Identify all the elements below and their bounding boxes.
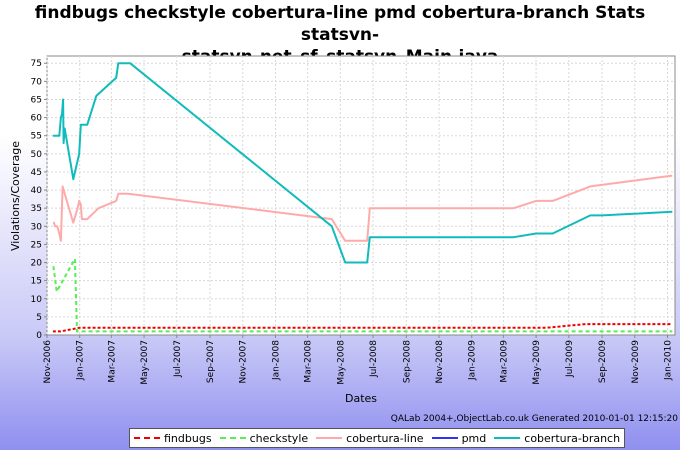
legend-label: cobertura-branch: [524, 431, 621, 445]
x-tick-label: Nov-2009: [631, 340, 641, 384]
y-axis-label: Violations/Coverage: [9, 141, 22, 251]
legend-swatch: [431, 437, 458, 439]
legend-swatch: [494, 437, 521, 439]
legend-swatch: [219, 437, 246, 439]
y-tick-label: 75: [31, 59, 42, 69]
x-tick-label: Mar-2009: [499, 340, 509, 383]
y-tick-label: 40: [31, 186, 43, 196]
series-lines: [52, 62, 673, 333]
y-tick-label: 70: [31, 77, 43, 87]
x-tick-label: Nov-2006: [43, 340, 53, 384]
x-tick-label: Sep-2009: [598, 340, 608, 383]
x-tick-label: Mar-2008: [304, 340, 314, 383]
y-tick-label: 35: [31, 204, 42, 214]
y-tick-label: 20: [31, 259, 43, 269]
y-tick-label: 25: [31, 240, 42, 250]
legend-item-pmd: pmd: [431, 431, 487, 445]
y-tick-label: 60: [31, 114, 43, 124]
legend-item-findbugs: findbugs: [134, 432, 212, 445]
x-tick-label: Jan-2008: [271, 340, 281, 381]
legend-swatch: [316, 437, 343, 439]
legend-item-cobertura-branch: cobertura-branch: [494, 432, 620, 445]
x-axis-label: Dates: [345, 392, 377, 405]
y-tick-label: 65: [31, 95, 42, 105]
x-tick-label: Jul-2007: [173, 340, 183, 378]
y-tick-label: 10: [31, 295, 43, 305]
legend-label: findbugs: [164, 431, 212, 445]
grid-lines: [46, 56, 675, 335]
series-line-cobertura-branch: [52, 62, 673, 264]
y-tick-label: 50: [31, 150, 43, 160]
footer-credit: QALab 2004+,ObjectLab.co.uk Generated 20…: [390, 414, 678, 424]
x-tick-label: May-2007: [140, 340, 150, 385]
x-tick-label: May-2009: [532, 340, 542, 385]
legend-item-checkstyle: checkstyle: [219, 431, 309, 445]
x-tick-label: Jan-2007: [76, 340, 86, 381]
x-tick-label: Jan-2009: [468, 340, 478, 381]
y-tick-label: 5: [36, 313, 42, 323]
y-tick-label: 0: [36, 331, 42, 341]
x-tick-label: Nov-2007: [239, 340, 249, 383]
series-line-checkstyle: [52, 257, 673, 333]
y-tick-label: 30: [31, 222, 43, 232]
legend-label: checkstyle: [249, 431, 309, 445]
legend-swatch: [134, 437, 160, 439]
legend-label: pmd: [461, 431, 487, 445]
x-tick-label: Mar-2007: [107, 340, 117, 383]
x-tick-label: Jan-2010: [663, 340, 673, 381]
y-tick-label: 15: [31, 277, 42, 287]
y-axis-ticks: 0 5 10 15 20 25 30 35 40 45 50 55 60 65 70 75: [31, 59, 47, 341]
x-tick-label: Nov-2008: [435, 340, 445, 384]
legend-label: cobertura-line: [346, 431, 424, 445]
x-tick-label: Jul-2008: [369, 340, 379, 378]
x-tick-label: Jul-2009: [565, 340, 575, 378]
series-line-cobertura-line: [52, 174, 673, 242]
y-tick-label: 45: [31, 168, 42, 178]
legend-item-cobertura-line: cobertura-line: [316, 431, 424, 445]
x-tick-label: May-2008: [336, 340, 346, 385]
chart-title-line-1: findbugs checkstyle cobertura-line pmd c…: [34, 3, 646, 45]
x-tick-label: Sep-2008: [402, 340, 412, 383]
legend: findbugs checkstyle cobertura-line pmd cober…: [129, 428, 626, 448]
y-tick-label: 55: [31, 132, 42, 142]
x-tick-label: Sep-2007: [206, 340, 216, 383]
x-axis-ticks: Nov-2006 Jan-2007 Mar-2007 May-2007 Jul-2007…: [43, 335, 673, 385]
plot-area: [46, 55, 676, 336]
series-line-findbugs: [52, 323, 673, 333]
